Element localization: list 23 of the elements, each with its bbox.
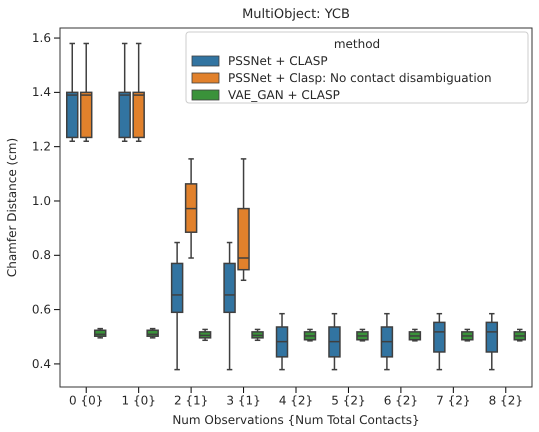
x-tick-label: 4 {2} xyxy=(278,394,314,408)
y-tick-label: 1.4 xyxy=(32,85,51,100)
x-tick-label: 7 {2} xyxy=(436,394,471,408)
chart-title: MultiObject: YCB xyxy=(242,7,350,22)
x-tick-label: 2 {1} xyxy=(174,394,208,408)
x-tick-label: 8 {2} xyxy=(488,394,523,408)
x-tick-label: 5 {2} xyxy=(331,394,366,408)
y-tick-label: 1.2 xyxy=(32,140,51,154)
y-tick-label: 0.8 xyxy=(32,248,51,262)
x-tick-label: 3 {1} xyxy=(226,394,261,408)
legend-label: PSSNet + Clasp: No contact disambiguation xyxy=(228,71,492,85)
y-axis-title: Chamfer Distance (cm) xyxy=(5,138,19,278)
y-tick-label: 1.0 xyxy=(32,194,51,208)
x-axis-title: Num Observations {Num Total Contacts} xyxy=(172,413,420,427)
y-tick-label: 0.4 xyxy=(32,356,51,371)
y-tick-label: 0.6 xyxy=(32,302,51,316)
y-tick-label: 1.6 xyxy=(32,30,51,45)
legend-title: method xyxy=(334,37,380,51)
x-tick-label: 1 {0} xyxy=(121,394,156,408)
legend-label: PSSNet + CLASP xyxy=(228,54,328,68)
x-tick-label: 6 {2} xyxy=(384,394,418,408)
x-tick-label: 0 {0} xyxy=(69,394,104,408)
legend-label: VAE_GAN + CLASP xyxy=(228,88,340,102)
